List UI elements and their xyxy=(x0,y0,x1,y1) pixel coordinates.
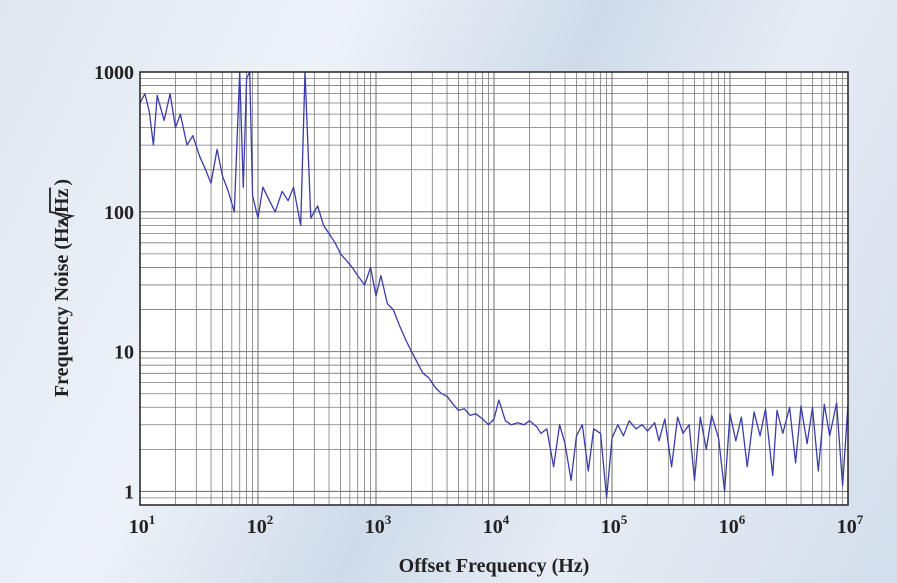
x-tick-label: 101 xyxy=(129,512,156,538)
x-tick-label: 104 xyxy=(483,512,510,538)
y-tick-label: 100 xyxy=(104,202,134,224)
svg-text:Frequency Noise (Hz/Hz): Frequency Noise (Hz/Hz) xyxy=(51,179,73,397)
plot-frame xyxy=(139,71,849,506)
x-tick-label: 103 xyxy=(365,512,392,538)
y-tick-labels: 1 10 100 1000 xyxy=(94,62,134,503)
x-tick-label: 106 xyxy=(719,512,746,538)
x-tick-labels: 101 102 103 104 105 106 107 xyxy=(129,512,864,538)
y-axis-label: Frequency Noise (Hz/Hz) xyxy=(49,179,76,397)
x-tick-label: 102 xyxy=(247,512,274,538)
y-tick-label: 10 xyxy=(114,342,134,364)
y-tick-label: 1000 xyxy=(94,62,134,84)
series-line xyxy=(139,71,849,499)
sqrt-radical-mark xyxy=(49,187,76,225)
x-tick-label: 105 xyxy=(601,512,628,538)
x-tick-label: 107 xyxy=(837,512,864,538)
y-tick-label: 1 xyxy=(124,481,134,503)
x-axis-label: Offset Frequency (Hz) xyxy=(399,555,590,577)
y-axis-label-root: Hz xyxy=(51,188,73,213)
y-axis-label-suffix: ) xyxy=(51,179,73,186)
y-axis-label-prefix: Frequency Noise (Hz/ xyxy=(51,213,73,397)
